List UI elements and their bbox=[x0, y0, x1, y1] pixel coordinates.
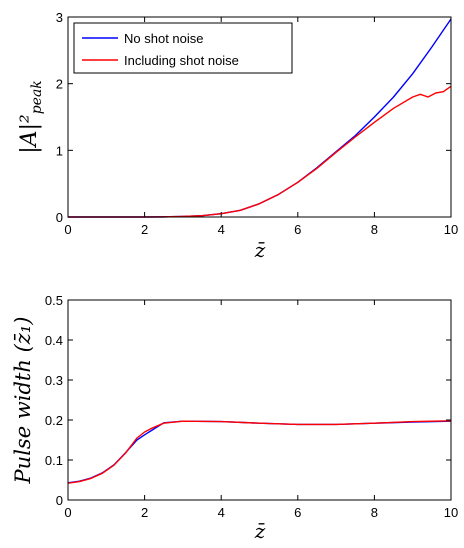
x-tick-label: 8 bbox=[371, 505, 378, 520]
plot-frame bbox=[67, 16, 452, 218]
legend-label-no-shot-noise: No shot noise bbox=[124, 31, 204, 46]
y-tick-label: 0.4 bbox=[45, 333, 63, 348]
legend-box bbox=[73, 22, 293, 74]
series-layer bbox=[67, 420, 452, 484]
y-tick-label: 0 bbox=[56, 210, 63, 225]
x-tick-label: 10 bbox=[444, 505, 458, 520]
x-tick-label: 4 bbox=[218, 505, 225, 520]
x-tick-label: 8 bbox=[371, 222, 378, 237]
tick-labels: 0 2 4 6 8 10 0 0.1 0.2 0.3 0.4 0.5 bbox=[45, 293, 458, 520]
x-axis-label: z̄ bbox=[254, 519, 266, 543]
x-tick-label: 6 bbox=[294, 505, 301, 520]
y-tick-label: 0.1 bbox=[45, 453, 63, 468]
y-tick-label: 2 bbox=[56, 77, 63, 92]
ticks bbox=[67, 16, 452, 218]
y-tick-label: 0.5 bbox=[45, 293, 63, 308]
y-axis-label-subscript: peak bbox=[29, 80, 45, 114]
y-tick-label: 0.3 bbox=[45, 373, 63, 388]
x-tick-label: 2 bbox=[141, 505, 148, 520]
y-axis-label: Pulse width (z̄₁) bbox=[11, 317, 35, 485]
x-tick-label: 2 bbox=[141, 222, 148, 237]
legend: No shot noise Including shot noise bbox=[73, 22, 293, 74]
x-tick-label: 10 bbox=[444, 222, 458, 237]
plot-frame bbox=[67, 299, 452, 501]
tick-labels: 0 2 4 6 8 10 0 1 2 3 bbox=[56, 10, 458, 237]
y-tick-label: 3 bbox=[56, 10, 63, 25]
legend-label-including-shot-noise: Including shot noise bbox=[124, 53, 239, 68]
y-axis-label-main: |A|² bbox=[17, 114, 42, 154]
y-tick-label: 0 bbox=[56, 493, 63, 508]
x-tick-label: 0 bbox=[64, 222, 71, 237]
x-axis-label: z̄ bbox=[254, 238, 266, 262]
peak-intensity-chart: 0 2 4 6 8 10 0 1 2 3 z̄ |A|²peak No shot noise In… bbox=[17, 10, 458, 262]
series-line-1 bbox=[67, 420, 452, 484]
y-axis-label: |A|²peak bbox=[17, 80, 45, 154]
x-tick-label: 6 bbox=[294, 222, 301, 237]
x-tick-label: 4 bbox=[218, 222, 225, 237]
pulse-width-chart: 0 2 4 6 8 10 0 0.1 0.2 0.3 0.4 0.5 z̄ Pulse width (… bbox=[11, 293, 458, 543]
ticks bbox=[67, 299, 452, 501]
x-tick-label: 0 bbox=[64, 505, 71, 520]
y-tick-label: 1 bbox=[56, 143, 63, 158]
y-tick-label: 0.2 bbox=[45, 413, 63, 428]
